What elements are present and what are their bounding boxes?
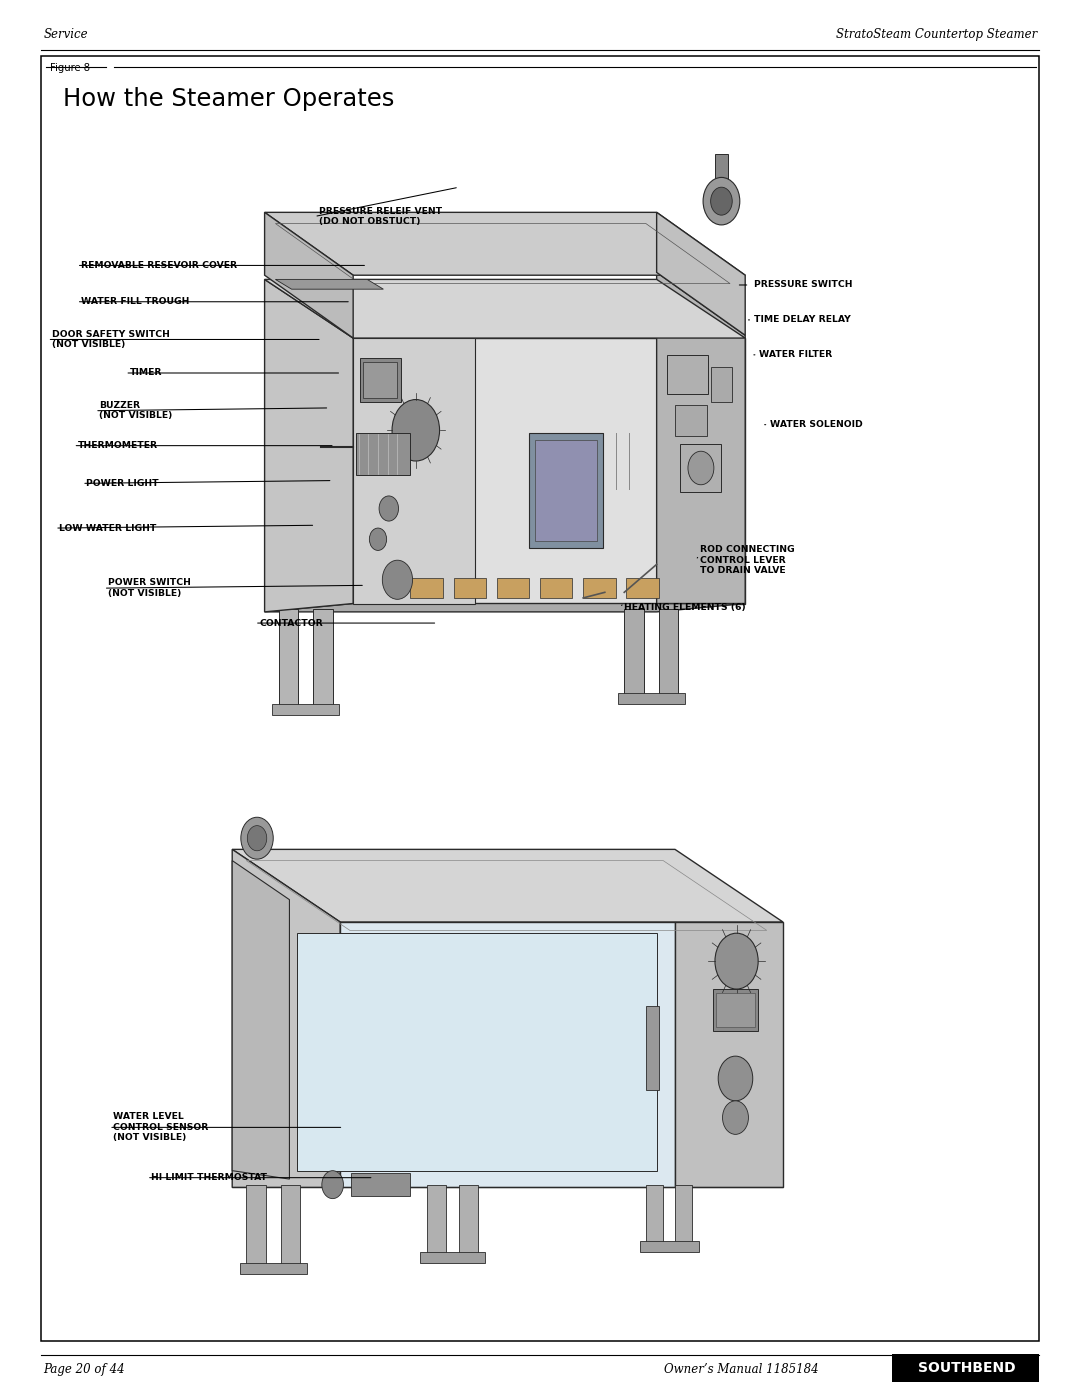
Bar — [351, 1173, 410, 1196]
Text: BUZZER
(NOT VISIBLE): BUZZER (NOT VISIBLE) — [99, 401, 173, 420]
Bar — [246, 1185, 266, 1268]
Bar — [360, 358, 401, 402]
Circle shape — [711, 187, 732, 215]
Bar — [540, 578, 572, 598]
Bar — [583, 578, 616, 598]
Polygon shape — [657, 212, 745, 335]
Bar — [713, 989, 758, 1031]
Text: PRESSURE RELEIF VENT
(DO NOT OBSTUCT): PRESSURE RELEIF VENT (DO NOT OBSTUCT) — [319, 207, 442, 226]
Polygon shape — [353, 338, 745, 604]
Bar — [353, 338, 475, 604]
Circle shape — [379, 496, 399, 521]
Text: WATER FILL TROUGH: WATER FILL TROUGH — [81, 298, 189, 306]
Bar — [313, 609, 333, 710]
Circle shape — [247, 826, 267, 851]
Bar — [535, 440, 597, 541]
Bar — [715, 154, 728, 182]
Polygon shape — [232, 849, 783, 922]
Text: Page 20 of 44: Page 20 of 44 — [43, 1362, 125, 1376]
Bar — [675, 405, 707, 436]
Bar — [626, 578, 659, 598]
Bar — [497, 578, 529, 598]
Bar — [356, 433, 410, 475]
Bar — [659, 609, 678, 698]
Bar — [892, 1354, 1039, 1382]
Polygon shape — [657, 272, 745, 604]
Text: Owner’s Manual 1185184: Owner’s Manual 1185184 — [664, 1362, 819, 1376]
Bar — [272, 704, 339, 715]
Bar — [711, 367, 732, 402]
Text: ROD CONNECTING
CONTROL LEVER
TO DRAIN VALVE: ROD CONNECTING CONTROL LEVER TO DRAIN VA… — [700, 545, 795, 576]
Polygon shape — [265, 279, 745, 338]
Bar — [529, 433, 603, 548]
Polygon shape — [275, 279, 383, 289]
Circle shape — [715, 933, 758, 989]
Text: TIME DELAY RELAY: TIME DELAY RELAY — [754, 316, 851, 324]
Polygon shape — [340, 922, 675, 1187]
Circle shape — [688, 451, 714, 485]
Bar — [279, 609, 298, 710]
Polygon shape — [297, 933, 657, 1171]
Bar — [459, 1185, 478, 1257]
Text: Figure 8: Figure 8 — [50, 63, 90, 73]
Polygon shape — [265, 212, 353, 338]
Text: POWER SWITCH
(NOT VISIBLE): POWER SWITCH (NOT VISIBLE) — [108, 578, 191, 598]
Text: POWER LIGHT: POWER LIGHT — [86, 479, 159, 488]
Text: LOW WATER LIGHT: LOW WATER LIGHT — [59, 524, 157, 532]
Polygon shape — [265, 604, 745, 612]
Bar — [427, 1185, 446, 1257]
Bar — [716, 993, 755, 1027]
Text: HEATING ELEMENTS (6): HEATING ELEMENTS (6) — [624, 604, 746, 612]
Bar — [624, 609, 644, 698]
Bar — [680, 444, 721, 492]
Bar — [410, 578, 443, 598]
Bar — [667, 355, 708, 394]
Text: PRESSURE SWITCH: PRESSURE SWITCH — [754, 281, 852, 289]
Polygon shape — [675, 922, 783, 1187]
Bar — [646, 1185, 663, 1246]
Text: TIMER: TIMER — [130, 369, 162, 377]
Bar — [618, 693, 685, 704]
Polygon shape — [265, 279, 353, 612]
Text: HI LIMIT THERMOSTAT: HI LIMIT THERMOSTAT — [151, 1173, 267, 1182]
Circle shape — [392, 400, 440, 461]
Circle shape — [723, 1101, 748, 1134]
Bar — [640, 1241, 699, 1252]
Bar — [675, 1185, 692, 1246]
Circle shape — [369, 528, 387, 550]
Text: THERMOMETER: THERMOMETER — [78, 441, 158, 450]
Polygon shape — [232, 861, 289, 1179]
Text: WATER SOLENOID: WATER SOLENOID — [770, 420, 863, 429]
Text: StratoSteam Countertop Steamer: StratoSteam Countertop Steamer — [836, 28, 1037, 42]
Text: DOOR SAFETY SWITCH
(NOT VISIBLE): DOOR SAFETY SWITCH (NOT VISIBLE) — [52, 330, 170, 349]
Text: Service: Service — [43, 28, 87, 42]
Text: How the Steamer Operates: How the Steamer Operates — [63, 87, 394, 110]
Text: WATER LEVEL
CONTROL SENSOR
(NOT VISIBLE): WATER LEVEL CONTROL SENSOR (NOT VISIBLE) — [113, 1112, 208, 1143]
Polygon shape — [892, 1354, 916, 1382]
Text: REMOVABLE RESEVOIR COVER: REMOVABLE RESEVOIR COVER — [81, 261, 238, 270]
Bar — [240, 1263, 307, 1274]
Text: WATER FILTER: WATER FILTER — [759, 351, 833, 359]
Polygon shape — [265, 212, 745, 275]
Circle shape — [241, 817, 273, 859]
Polygon shape — [232, 849, 340, 1187]
Text: CONTACTOR: CONTACTOR — [259, 619, 323, 627]
Circle shape — [322, 1171, 343, 1199]
Bar — [281, 1185, 300, 1268]
Circle shape — [703, 177, 740, 225]
Bar — [363, 362, 397, 398]
Circle shape — [718, 1056, 753, 1101]
Text: SOUTHBEND: SOUTHBEND — [918, 1361, 1015, 1375]
Circle shape — [382, 560, 413, 599]
Bar — [454, 578, 486, 598]
Bar — [646, 1006, 659, 1090]
Bar — [420, 1252, 485, 1263]
